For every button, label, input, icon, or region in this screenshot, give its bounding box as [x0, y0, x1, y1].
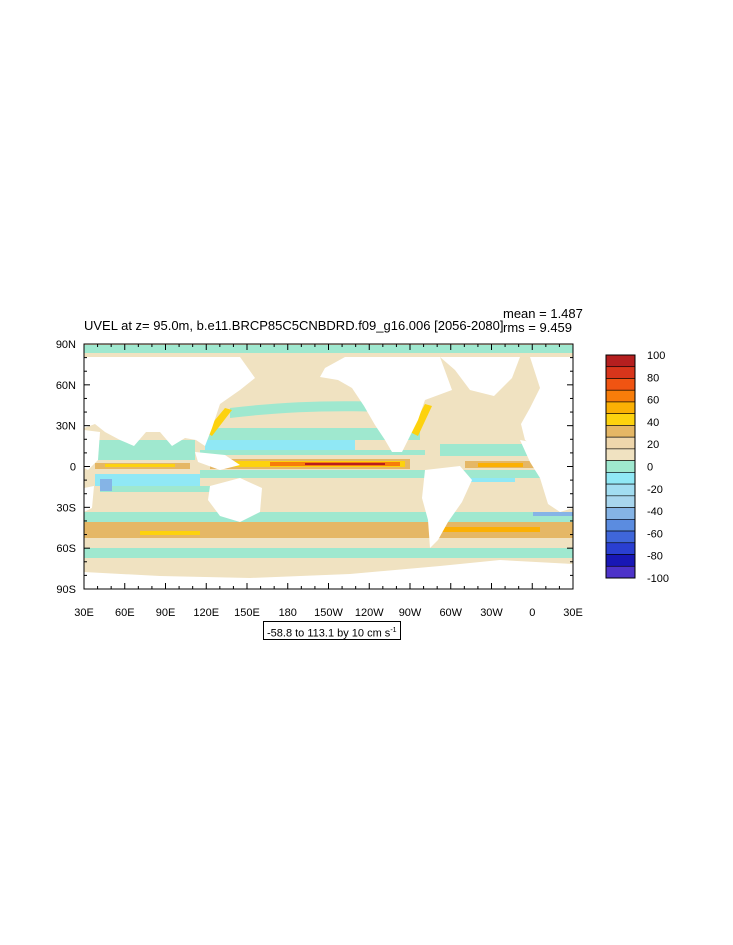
x-tick-label: 120E — [193, 607, 219, 619]
colorbar-label: -20 — [647, 484, 663, 496]
x-tick-label: 30W — [480, 607, 503, 619]
x-tick-label: 0 — [529, 607, 535, 619]
colorbar-frame — [605, 354, 636, 579]
colorbar-swatch — [605, 530, 636, 544]
y-tick-label: 60N — [56, 380, 76, 392]
colorbar-swatch — [605, 460, 636, 473]
colorbar-label: 80 — [647, 372, 659, 384]
x-tick-label: 150W — [314, 607, 343, 619]
colorbar-swatch — [605, 389, 636, 403]
x-tick-label: 30E — [563, 607, 583, 619]
colorbar: 100 80 60 40 20 0 -20 -40 -60 -80 -100 — [605, 350, 669, 585]
colorbar-swatch — [605, 354, 636, 368]
axis-tick-labels: 90N 60N 30N 0 30S 60S 90S 30E 60E 90E 120E 150E 180 1… — [56, 339, 583, 619]
land-mask — [84, 357, 573, 589]
colorbar-swatch — [605, 554, 636, 567]
y-tick-label: 90S — [56, 584, 76, 596]
colorbar-label: 0 — [647, 462, 653, 474]
x-tick-label: 60E — [115, 607, 135, 619]
colorbar-swatch — [605, 436, 636, 450]
map-title: UVEL at z= 95.0m, b.e11.BRCP85C5CNBDRD.f… — [84, 318, 504, 333]
colorbar-label: 20 — [647, 439, 659, 451]
colorbar-swatch — [605, 495, 636, 508]
map-field — [84, 344, 573, 589]
y-tick-label: 60S — [56, 543, 76, 555]
y-tick-label: 0 — [70, 462, 76, 474]
colorbar-swatch — [605, 507, 636, 520]
colorbar-label: -80 — [647, 551, 663, 563]
axis-ticks — [83, 343, 574, 590]
colorbar-swatch — [605, 542, 636, 555]
x-tick-label: 150E — [234, 607, 260, 619]
stat-rms: rms = 9.459 — [503, 320, 573, 335]
colorbar-swatch — [605, 483, 636, 497]
colorbar-label: -100 — [647, 573, 669, 585]
colorbar-swatch — [605, 425, 636, 438]
x-tick-label: 180 — [279, 607, 297, 619]
colorbar-label: 100 — [647, 350, 665, 362]
colorbar-swatch — [605, 401, 636, 414]
colorbar-swatch — [605, 378, 636, 391]
colorbar-swatch — [605, 519, 636, 532]
colorbar-swatch — [605, 565, 636, 579]
colorbar-label: 40 — [647, 417, 659, 429]
colorbar-swatch — [605, 448, 636, 461]
x-tick-label: 90W — [399, 607, 422, 619]
y-tick-label: 90N — [56, 339, 76, 351]
range-label: -58.8 to 113.1 by 10 cm s-1 — [263, 621, 401, 640]
y-tick-label: 30N — [56, 421, 76, 433]
x-tick-label: 30E — [74, 607, 94, 619]
stat-mean: mean = 1.487 — [503, 306, 583, 321]
colorbar-swatch — [605, 366, 636, 379]
colorbar-label: -60 — [647, 528, 663, 540]
colorbar-swatch — [605, 413, 636, 426]
x-tick-label: 120W — [355, 607, 384, 619]
x-tick-label: 90E — [156, 607, 176, 619]
y-tick-label: 30S — [56, 502, 76, 514]
colorbar-label: -40 — [647, 506, 663, 518]
x-tick-label: 60W — [439, 607, 462, 619]
colorbar-label: 60 — [647, 395, 659, 407]
colorbar-swatch — [605, 472, 636, 485]
